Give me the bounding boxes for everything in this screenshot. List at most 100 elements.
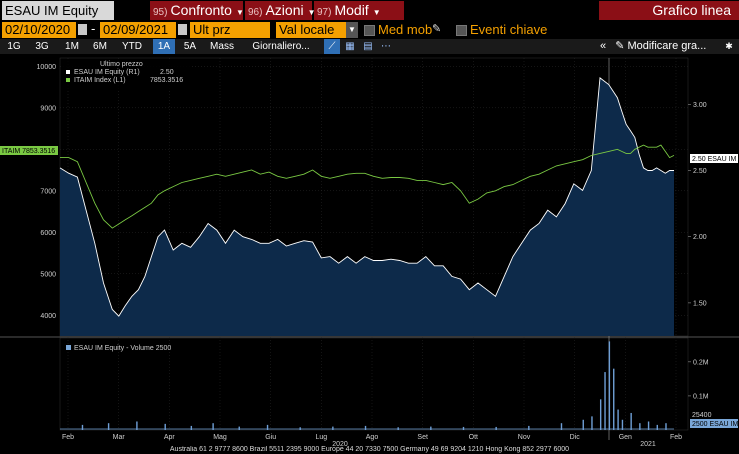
modify-chart-label: Modificare gra... [627,40,707,52]
collapse-icon[interactable]: « [600,40,607,52]
actions-menu-label: Azioni [265,2,304,18]
settings-icon[interactable]: ⋯ [381,41,391,52]
modify-chart-button[interactable]: « ✎ Modificare gra... [600,39,706,54]
tab-3g[interactable]: 3G [35,41,49,52]
axes: Feb Mar Apr Mag Giu Lug Ago Set Ott Nov Dic Gen Feb 2… [37,64,709,446]
legend-value-esau: 2.50 [160,69,174,76]
volume-bar [430,426,432,430]
volume-bar [212,423,214,430]
volume-legend-swatch [66,345,71,350]
volume-bar [591,416,593,430]
legend-swatch-itaim [66,78,70,82]
month-label: Feb [670,434,682,441]
month-label: Mag [213,434,227,441]
esau-price-line [59,77,674,317]
volume-bar [190,425,193,430]
ticker-field[interactable]: ESAU IM Equity [2,1,114,20]
price-lines [59,77,675,317]
chevron-down-icon[interactable]: ▼ [346,22,358,38]
calendar-icon[interactable] [178,24,187,35]
modify-menu-number: 97) [317,7,332,18]
month-label: Feb [62,434,74,441]
volume-bars [60,341,674,430]
left-value-tag: ITAIM 7853.3516 [0,146,58,155]
chevron-down-icon: ▼ [372,8,381,17]
volume-bar [107,423,110,430]
volume-legend-label: ESAU IM Equity - Volume 2500 [74,345,171,352]
month-label: Gen [619,434,632,441]
volume-axis-tick-label: 0.2M [693,359,709,366]
volume-value-tags: 25400 2500 ESAU IM [690,410,738,428]
tab-1a[interactable]: 1A [153,39,175,54]
chevron-down-icon: ▼ [307,8,316,17]
volume-bar [495,426,497,430]
volume-bar [136,421,138,430]
pencil-icon: ✎ [615,40,625,52]
volume-bar [364,425,367,430]
end-date-input[interactable]: 02/09/2021 [100,22,176,38]
volume-bar [462,426,465,430]
left-axis-tick-label: 7000 [40,188,56,195]
volume-bar [266,424,269,430]
volume-axis-tick-label: 0.1M [693,393,709,400]
pencil-icon[interactable]: ✎ [432,23,442,35]
volume-bar [656,424,658,430]
moving-average-label: Med mob [378,22,433,37]
period-tab-bar [0,39,739,54]
frequency-select[interactable]: Giornaliero... [252,41,310,52]
month-label: Dic [570,434,581,441]
left-axis-tick-label: 4000 [40,313,56,320]
volume-bar [81,424,84,430]
volume-bar [621,419,624,430]
tab-1m[interactable]: 1M [65,41,79,52]
year-label: 2021 [640,441,656,446]
left-tag-text: ITAIM 7853.3516 [2,148,55,155]
volume-bar [630,412,632,430]
month-label: Giu [265,434,276,441]
year-label: 2020 [332,441,348,446]
legend-value-itaim: 7853.3516 [150,77,183,84]
month-label: Set [417,434,428,441]
right-value-tag: 2.50 ESAU IM [690,154,738,163]
actions-menu-button[interactable]: 96) Azioni ▼ [245,1,316,20]
key-events-checkbox[interactable] [456,25,467,36]
start-date-input[interactable]: 02/10/2020 [2,22,76,38]
volume-bar [617,409,619,430]
price-legend: Ultimo prezzo ESAU IM Equity (R1) 2.50 I… [62,59,190,89]
tab-6m[interactable]: 6M [93,41,107,52]
modify-menu-label: Modif [334,2,369,18]
volume-bar [647,421,650,430]
area-chart-icon[interactable]: ▦ [345,41,355,52]
legend-header: Ultimo prezzo [100,61,143,68]
modify-menu-button[interactable]: 97) Modif ▼ [314,1,404,20]
month-label: Apr [164,434,176,441]
tab-ytd[interactable]: YTD [122,41,142,52]
compare-menu-label: Confronto [170,2,232,18]
compare-menu-number: 95) [153,7,168,18]
month-label: Ott [469,434,478,441]
left-axis-tick-label: 6000 [40,230,56,237]
table-icon[interactable]: ▤ [363,41,373,52]
tab-5a[interactable]: 5A [183,41,197,52]
volume-bar [560,423,563,430]
right-axis-tick-label: 1.50 [693,300,707,307]
month-label: Lug [315,434,327,441]
esau-area [60,77,674,337]
tab-max[interactable]: Mass [210,41,234,52]
legend-entry-itaim: ITAIM Index (L1) [74,77,126,84]
tab-1g[interactable]: 1G [7,41,21,52]
right-axis-tick-label: 2.50 [693,168,707,175]
volume-bar [332,426,334,430]
field-input[interactable]: Ult prz [190,22,270,38]
volume-tag-background-2 [690,419,738,428]
compare-menu-button[interactable]: 95) Confronto ▼ [150,1,244,20]
chart-canvas[interactable]: Feb Mar Apr Mag Giu Lug Ago Set Ott Nov Dic Gen Feb 2… [0,54,739,446]
calendar-icon[interactable] [78,24,87,35]
moving-average-checkbox[interactable] [364,25,375,36]
month-label: Nov [518,434,531,441]
line-chart-icon[interactable]: ⟋ [324,39,340,54]
price-area-fill [60,77,674,337]
settings-gear-icon[interactable]: ✱ [725,41,733,51]
currency-select[interactable]: Val locale [276,22,348,38]
volume-bar [604,372,606,430]
